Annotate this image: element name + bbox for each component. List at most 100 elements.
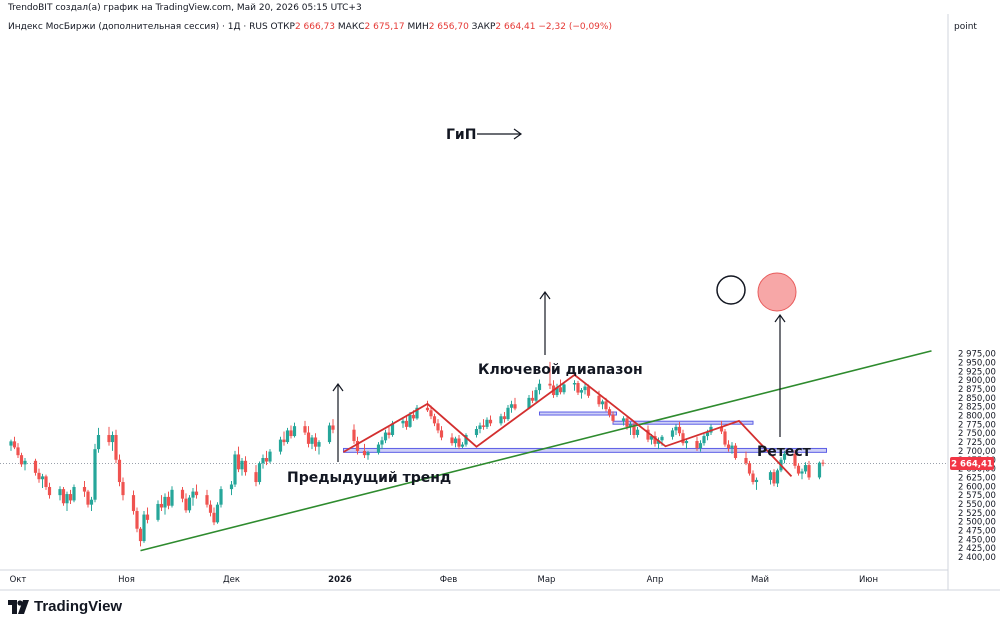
key-zone-rect[interactable] — [343, 447, 827, 453]
candle-body — [9, 441, 13, 446]
candle-body — [558, 387, 563, 393]
candle — [191, 488, 195, 506]
candle-body — [376, 444, 381, 453]
candle — [23, 457, 27, 471]
candle-body — [513, 404, 517, 409]
candle-body — [586, 386, 591, 396]
x-tick-label: Мар — [538, 575, 556, 585]
candle-body — [205, 495, 209, 505]
candle-body — [530, 397, 535, 401]
candle — [236, 446, 241, 473]
candle-body — [282, 439, 286, 443]
candle-body — [37, 472, 41, 480]
candle-body — [747, 463, 752, 474]
candle-body — [611, 414, 615, 421]
candle — [537, 379, 542, 395]
candle — [96, 427, 101, 453]
key-range-label[interactable]: Ключевой диапазон — [478, 362, 643, 378]
key-range-arrow-head — [539, 290, 551, 300]
candle — [803, 462, 808, 474]
y-tick-label: 2 850,00 — [958, 394, 996, 404]
x-tick-label: Дек — [223, 575, 240, 585]
candle — [208, 500, 213, 517]
candle — [474, 426, 479, 438]
candle — [257, 461, 262, 485]
candle — [632, 420, 636, 439]
candle-body — [257, 463, 262, 483]
candle — [278, 436, 283, 455]
candle-body — [705, 432, 710, 437]
candle — [681, 429, 685, 446]
symbol-info-bar: Индекс МосБиржи (дополнительная сессия) … — [8, 22, 612, 32]
x-tick-label: Ноя — [118, 575, 135, 585]
candle — [807, 460, 811, 480]
candle-body — [625, 418, 629, 427]
candle — [12, 436, 17, 450]
symbol-label[interactable]: Индекс МосБиржи (дополнительная сессия) … — [8, 22, 268, 32]
close-value: 2 664,41 — [495, 22, 536, 32]
candle — [457, 435, 461, 450]
candle-body — [61, 489, 66, 504]
hns-label[interactable]: ГиП — [446, 127, 476, 143]
candle-body — [254, 472, 258, 483]
candle-body — [285, 430, 290, 443]
candle-body — [355, 441, 360, 451]
candle — [212, 507, 216, 526]
x-tick-label: Окт — [10, 575, 27, 585]
candle-body — [730, 445, 734, 449]
y-tick-label: 2 800,00 — [958, 412, 996, 422]
previous-trend-line[interactable] — [140, 350, 932, 552]
candle-body — [121, 482, 125, 496]
candle — [782, 450, 787, 464]
candle — [562, 381, 566, 395]
key-zone-rect[interactable] — [539, 411, 617, 416]
candle-body — [317, 442, 321, 447]
price-axis[interactable]: 2 975,002 950,002 925,002 900,002 875,00… — [958, 350, 996, 563]
y-tick-label: 2 600,00 — [958, 482, 996, 492]
candle — [481, 419, 486, 430]
candle — [439, 426, 444, 441]
candle-body — [107, 435, 111, 443]
candle — [243, 456, 248, 476]
y-tick-label: 2 875,00 — [958, 385, 996, 395]
candles-layer — [9, 361, 825, 547]
candle — [156, 500, 160, 522]
candle — [436, 419, 440, 434]
candle-body — [726, 444, 731, 449]
candle-body — [817, 462, 822, 478]
y-tick-label: 2 775,00 — [958, 420, 996, 430]
candle — [723, 428, 727, 447]
candle — [331, 419, 335, 434]
candle-body — [656, 440, 661, 444]
candle — [313, 433, 318, 451]
candle-body — [215, 504, 220, 523]
previous-trend-label[interactable]: Предыдущий тренд — [287, 470, 451, 486]
candle-body — [548, 383, 552, 386]
key-zone-rect[interactable] — [612, 420, 754, 425]
candle-body — [807, 465, 811, 478]
candle — [674, 424, 678, 436]
candle-body — [240, 460, 244, 470]
retest-circle[interactable] — [757, 272, 797, 312]
price-unit-label[interactable]: point — [954, 22, 977, 32]
candle-body — [425, 407, 430, 411]
candle — [502, 412, 507, 423]
candle-body — [628, 424, 633, 427]
x-tick-label: Июн — [859, 575, 878, 585]
time-axis[interactable]: Окт Ноя Дек 2026 Фев Мар Апр Май Июн — [10, 575, 878, 585]
high-value: 2 675,17 — [364, 22, 405, 32]
candle-body — [208, 504, 213, 513]
candle-body — [194, 491, 199, 496]
retest-label[interactable]: Ретест — [757, 444, 812, 460]
candle-body — [380, 440, 384, 445]
candle-body — [621, 418, 626, 421]
candle-body — [821, 462, 825, 464]
candle — [695, 436, 699, 451]
breakout-circle[interactable] — [716, 275, 746, 305]
tradingview-logo[interactable]: TradingView — [8, 598, 122, 615]
head-and-shoulders-polyline[interactable] — [343, 373, 793, 478]
candle — [114, 429, 118, 464]
candle — [754, 477, 759, 490]
candle — [579, 387, 584, 399]
